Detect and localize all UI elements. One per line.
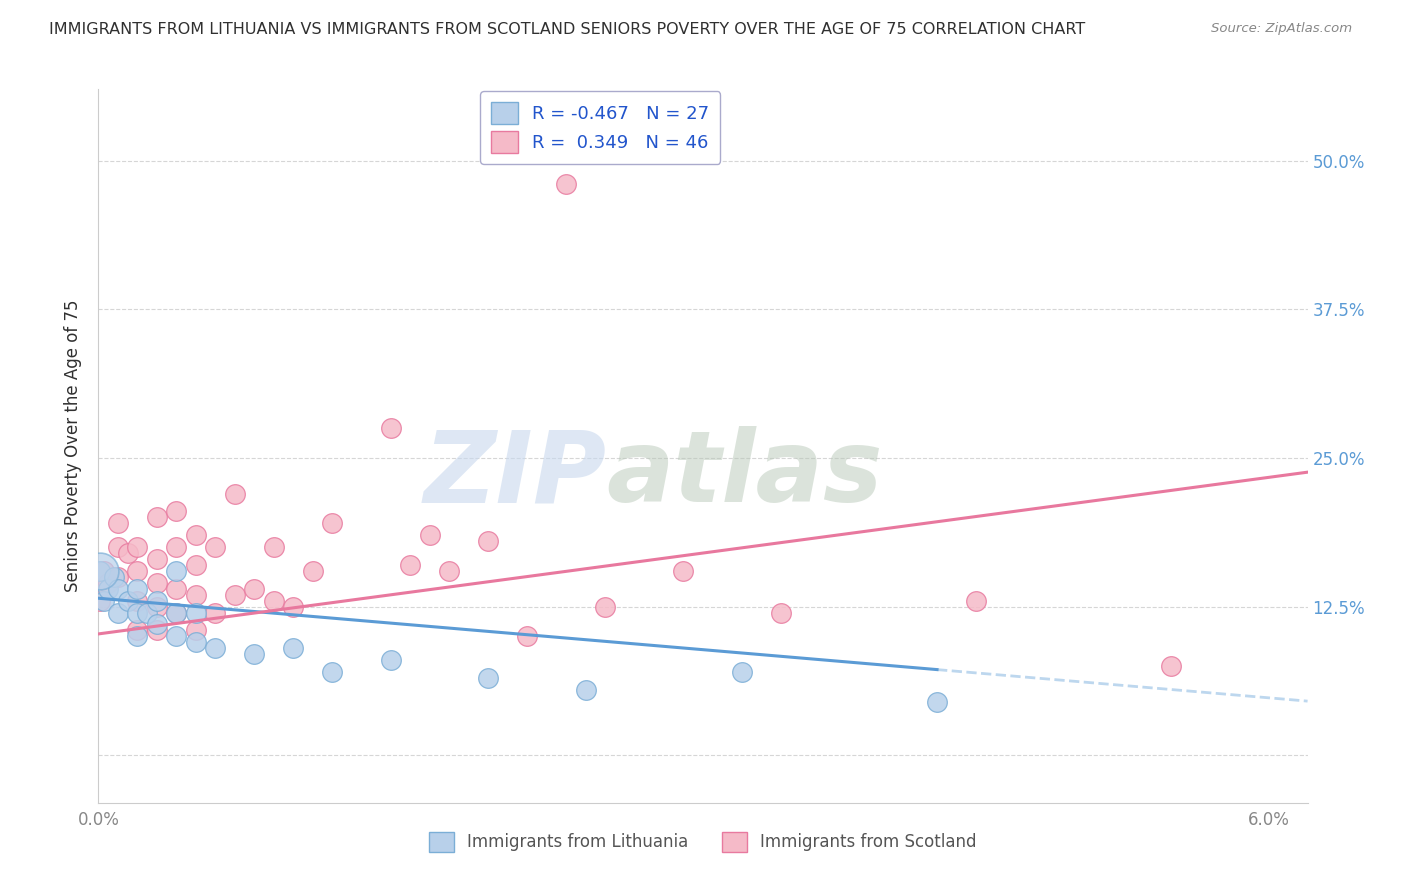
- Point: [93, 564, 115, 578]
- Point: [419, 528, 441, 542]
- Point: [136, 606, 159, 620]
- Point: [184, 624, 207, 638]
- Point: [204, 606, 226, 620]
- Point: [107, 540, 129, 554]
- Point: [165, 582, 187, 596]
- Point: [516, 629, 538, 643]
- Point: [399, 558, 422, 572]
- Point: [97, 575, 120, 590]
- Point: [477, 534, 499, 549]
- Point: [127, 593, 149, 607]
- Point: [283, 599, 305, 614]
- Point: [165, 564, 187, 578]
- Point: [146, 575, 169, 590]
- Point: [89, 564, 111, 578]
- Text: Source: ZipAtlas.com: Source: ZipAtlas.com: [1212, 22, 1353, 36]
- Point: [165, 504, 187, 518]
- Point: [575, 682, 598, 697]
- Point: [769, 606, 792, 620]
- Text: IMMIGRANTS FROM LITHUANIA VS IMMIGRANTS FROM SCOTLAND SENIORS POVERTY OVER THE A: IMMIGRANTS FROM LITHUANIA VS IMMIGRANTS …: [49, 22, 1085, 37]
- Point: [107, 570, 129, 584]
- Point: [89, 564, 111, 578]
- Point: [127, 540, 149, 554]
- Point: [146, 617, 169, 632]
- Point: [380, 421, 402, 435]
- Point: [107, 606, 129, 620]
- Point: [672, 564, 695, 578]
- Point: [165, 629, 187, 643]
- Y-axis label: Seniors Poverty Over the Age of 75: Seniors Poverty Over the Age of 75: [65, 300, 83, 592]
- Point: [127, 606, 149, 620]
- Point: [107, 516, 129, 531]
- Legend: Immigrants from Lithuania, Immigrants from Scotland: Immigrants from Lithuania, Immigrants fr…: [422, 825, 984, 859]
- Point: [117, 593, 139, 607]
- Point: [243, 582, 266, 596]
- Point: [595, 599, 617, 614]
- Point: [89, 593, 111, 607]
- Point: [127, 564, 149, 578]
- Point: [477, 671, 499, 685]
- Point: [127, 624, 149, 638]
- Point: [127, 582, 149, 596]
- Point: [263, 540, 285, 554]
- Text: ZIP: ZIP: [423, 426, 606, 523]
- Point: [146, 593, 169, 607]
- Point: [380, 653, 402, 667]
- Point: [439, 564, 461, 578]
- Point: [146, 599, 169, 614]
- Point: [117, 546, 139, 560]
- Point: [555, 178, 578, 192]
- Point: [925, 695, 948, 709]
- Point: [146, 624, 169, 638]
- Point: [93, 593, 115, 607]
- Point: [224, 486, 246, 500]
- Point: [97, 582, 120, 596]
- Point: [204, 540, 226, 554]
- Point: [165, 606, 187, 620]
- Point: [204, 641, 226, 656]
- Point: [731, 665, 754, 679]
- Point: [107, 582, 129, 596]
- Point: [184, 635, 207, 649]
- Point: [243, 647, 266, 661]
- Point: [127, 629, 149, 643]
- Point: [103, 570, 125, 584]
- Point: [224, 588, 246, 602]
- Point: [302, 564, 325, 578]
- Point: [184, 528, 207, 542]
- Point: [263, 593, 285, 607]
- Text: atlas: atlas: [606, 426, 883, 523]
- Point: [965, 593, 987, 607]
- Point: [146, 552, 169, 566]
- Point: [184, 558, 207, 572]
- Point: [321, 516, 343, 531]
- Point: [165, 606, 187, 620]
- Point: [146, 510, 169, 524]
- Point: [184, 588, 207, 602]
- Point: [184, 606, 207, 620]
- Point: [1160, 659, 1182, 673]
- Point: [283, 641, 305, 656]
- Point: [321, 665, 343, 679]
- Point: [165, 540, 187, 554]
